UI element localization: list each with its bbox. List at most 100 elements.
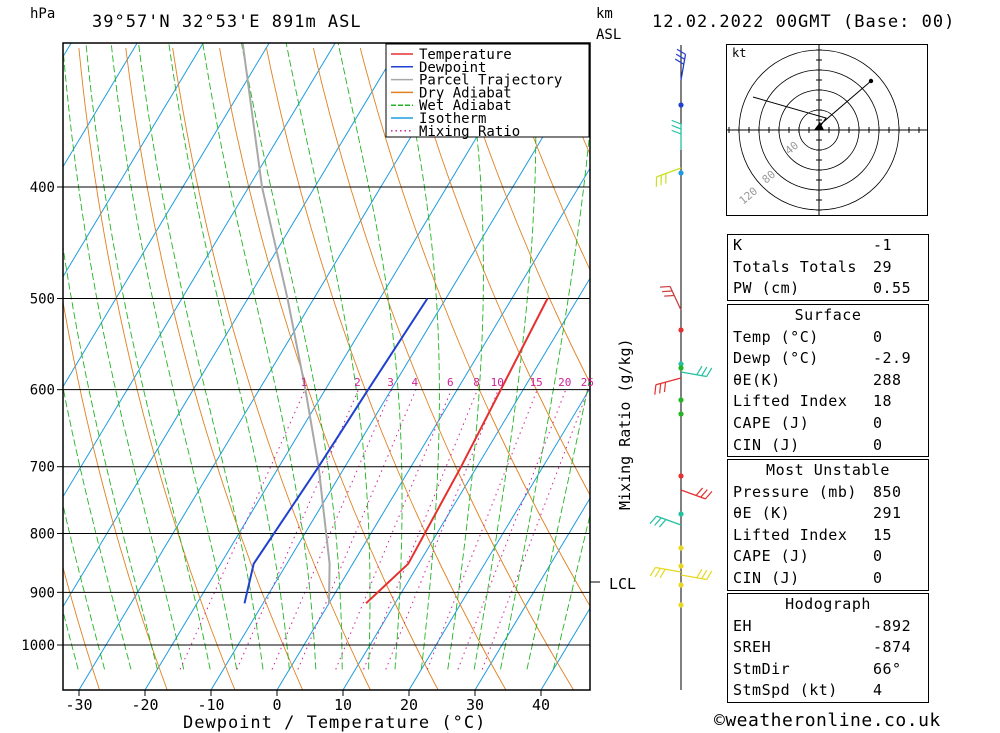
wet-adiabat-line [138, 43, 264, 670]
wet-adiabat-line [202, 43, 317, 670]
wet-adiabat-line [473, 43, 537, 670]
legend-label: Mixing Ratio [419, 124, 520, 140]
isotherm-line [63, 43, 336, 498]
x-tick-label: 10 [334, 696, 352, 714]
index-value: 0 [873, 568, 883, 587]
wind-level-dot [678, 411, 684, 417]
legend-label: Dewpoint [419, 60, 486, 76]
dry-adiabat-line [312, 47, 574, 690]
wind-barb-icon [671, 119, 682, 150]
mixing-ratio-line [297, 389, 417, 670]
legend-label: Dry Adiabat [419, 85, 512, 101]
wet-adiabat-line [63, 385, 132, 670]
isotherm-line [78, 43, 468, 690]
x-tick-label: 20 [400, 696, 418, 714]
pressure-tick-label: 800 [30, 526, 55, 542]
isotherm-line [408, 387, 590, 690]
wind-level-dot [678, 365, 684, 371]
index-value: 850 [873, 482, 902, 501]
mixing-ratio-label: 25 [581, 376, 594, 389]
index-label: Totals Totals [733, 257, 857, 276]
pressure-tick-label: 600 [30, 383, 55, 399]
wind-barb-icon [659, 285, 682, 311]
wind-level-dot [678, 602, 684, 608]
wet-adiabat-line [447, 43, 484, 670]
isotherm-line [144, 43, 534, 690]
index-value: 288 [873, 370, 902, 389]
dry-adiabat-line [63, 299, 168, 690]
datetime-label: 12.02.2022 00GMT (Base: 00) [652, 12, 956, 32]
index-value: 0 [873, 327, 883, 346]
index-label: K [733, 236, 743, 254]
wet-adiabat-line [285, 43, 371, 670]
index-label: Lifted Index [733, 525, 848, 544]
index-value: -892 [873, 616, 912, 635]
dry-adiabat-line [970, 48, 1000, 690]
index-label: θE (K) [733, 504, 791, 523]
dry-adiabat-line [923, 48, 1000, 690]
wind-barb-icon [649, 515, 682, 528]
x-tick-label: -30 [65, 696, 92, 714]
wind-level-dot [678, 327, 684, 333]
mixing-ratio-label: 15 [530, 376, 543, 389]
legend-item: Parcel Trajectory [391, 73, 562, 89]
storm-motion-marker [814, 122, 824, 130]
dry-adiabat-line [125, 47, 304, 690]
lcl-label: LCL [609, 575, 636, 593]
pressure-tick-label: 700 [30, 460, 55, 476]
index-label: EH [733, 616, 753, 635]
legend-label: Isotherm [419, 111, 486, 127]
mixing-ratio-axis-label: Mixing Ratio (g/kg) [616, 338, 634, 510]
wet-adiabat-line [526, 375, 590, 670]
hpa-unit-label: hPa [30, 6, 56, 22]
indices-table-top: K -1 Totals Totals 29 PW (cm) 0.55 [727, 234, 929, 301]
mixing-ratio-label: 1 [301, 376, 308, 389]
wind-level-dot [678, 545, 684, 551]
wind-level-dot [678, 511, 684, 517]
isotherm-line [210, 57, 590, 690]
index-label: StmDir [733, 659, 791, 678]
mixing-ratio-label: 4 [411, 376, 418, 389]
mixing-ratio-line [457, 389, 567, 670]
wind-profile-column [649, 45, 713, 690]
wind-barb-icon [680, 365, 713, 378]
asl-unit-label: ASL [596, 27, 622, 43]
index-value: 29 [873, 257, 893, 276]
index-value: 0 [873, 435, 883, 454]
hodograph-unit-label: kt [732, 46, 746, 60]
copyright-link[interactable]: ©weatheronline.co.uk [714, 710, 941, 731]
index-label: Pressure (mb) [733, 482, 857, 501]
legend-label: Parcel Trajectory [419, 73, 562, 89]
dry-adiabat-line [266, 47, 507, 690]
index-label: θE(K) [733, 370, 781, 389]
wind-level-dot [678, 102, 684, 108]
hodograph-chart: kt 40 80 120 [726, 44, 928, 216]
wind-level-dot [678, 397, 684, 403]
mixing-ratio-line [271, 389, 393, 670]
isotherm-line [63, 43, 402, 608]
dewpoint-line [243, 297, 429, 604]
isotherm-line [342, 277, 590, 690]
dry-adiabat-line [63, 565, 100, 690]
index-value: -874 [873, 638, 912, 657]
index-label: CAPE (J) [733, 413, 810, 432]
dry-adiabat-line [0, 48, 32, 690]
location-label: 39°57'N 32°53'E 891m ASL [92, 12, 362, 32]
dry-adiabat-line [406, 47, 590, 496]
legend-item: Dry Adiabat [391, 85, 512, 101]
dry-adiabat-line [78, 47, 236, 690]
wet-adiabat-line [63, 43, 185, 670]
pressure-tick-label: 900 [30, 585, 55, 601]
isotherm-line [0, 43, 5, 690]
index-value: 66° [873, 659, 902, 678]
parcel-trajectory-line [241, 43, 331, 604]
index-value: 291 [873, 504, 902, 523]
legend-item: Temperature [391, 47, 512, 63]
legend-item: Dewpoint [391, 60, 486, 76]
wind-level-dot [678, 563, 684, 569]
index-value: -1 [873, 236, 893, 254]
isotherm-line [63, 43, 204, 278]
dry-adiabat-line [453, 47, 590, 385]
